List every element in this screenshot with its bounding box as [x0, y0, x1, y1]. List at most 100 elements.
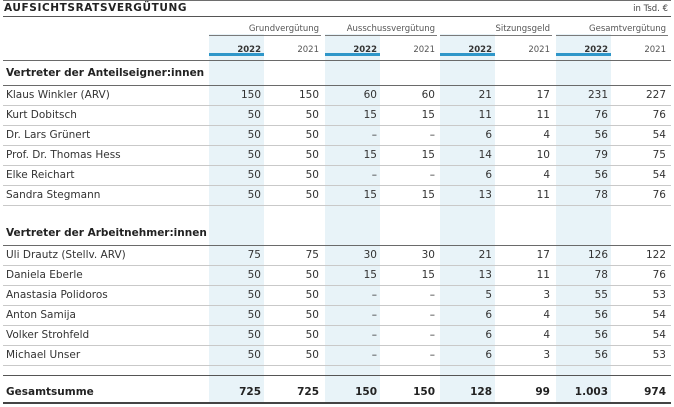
table-cell-value: 50: [247, 169, 261, 181]
total-value: 725: [239, 386, 261, 398]
table-cell-value: 50: [247, 109, 261, 121]
top-rule: [3, 0, 671, 1]
member-name: Anastasia Polidoros: [6, 289, 108, 301]
bottom-rule: [3, 402, 671, 404]
table-cell-value: 10: [536, 149, 550, 161]
row-rule: [3, 145, 671, 146]
table-cell-value: 50: [247, 349, 261, 361]
table-cell-value: 78: [594, 269, 608, 281]
row-rule: [3, 365, 671, 366]
year-header: 2021: [413, 45, 435, 55]
year-header: 2022: [584, 45, 608, 55]
table-cell-value: 4: [543, 129, 550, 141]
column-group-rule: [209, 35, 321, 36]
table-cell-value: –: [371, 289, 377, 301]
table-cell-value: 60: [421, 89, 435, 101]
row-rule: [3, 185, 671, 186]
table-cell-value: –: [429, 309, 435, 321]
column-band-2022: [440, 34, 495, 404]
table-cell-value: 50: [305, 169, 319, 181]
column-group-rule: [440, 35, 552, 36]
row-rule: [3, 305, 671, 306]
table-cell-value: 126: [587, 249, 608, 261]
table-cell-value: 21: [478, 89, 492, 101]
total-value: 150: [413, 386, 435, 398]
table-cell-value: 15: [363, 269, 377, 281]
band-accent: [440, 53, 495, 56]
table-cell-value: 4: [543, 329, 550, 341]
section-rule: [3, 85, 671, 86]
member-name: Klaus Winkler (ARV): [6, 89, 110, 101]
table-cell-value: 6: [485, 169, 492, 181]
member-name: Volker Strohfeld: [6, 329, 90, 341]
table-cell-value: 13: [478, 269, 492, 281]
table-cell-value: –: [429, 289, 435, 301]
table-cell-value: 50: [305, 309, 319, 321]
section-rule: [3, 245, 671, 246]
table-cell-value: 5: [485, 289, 492, 301]
year-header: 2022: [237, 45, 261, 55]
column-group-label: Ausschussvergütung: [346, 24, 435, 34]
table-cell-value: –: [429, 169, 435, 181]
member-name: Uli Drautz (Stellv. ARV): [6, 249, 126, 261]
table-cell-value: 50: [305, 149, 319, 161]
table-cell-value: 76: [652, 189, 666, 201]
table-cell-value: 50: [247, 269, 261, 281]
table-cell-value: 6: [485, 349, 492, 361]
total-value: 1.003: [574, 386, 608, 398]
table-cell-value: 13: [478, 189, 492, 201]
table-cell-value: 122: [645, 249, 666, 261]
table-cell-value: 78: [594, 189, 608, 201]
table-cell-value: 17: [536, 249, 550, 261]
total-value: 128: [470, 386, 492, 398]
table-cell-value: 227: [645, 89, 666, 101]
table-cell-value: 11: [536, 189, 550, 201]
section-heading: Vertreter der Anteilseigner:innen: [6, 67, 205, 79]
table-cell-value: 50: [247, 129, 261, 141]
member-name: Michael Unser: [6, 349, 81, 361]
row-rule: [3, 345, 671, 346]
table-cell-value: 76: [594, 109, 608, 121]
column-band-2022: [325, 34, 380, 404]
table-cell-value: 15: [363, 109, 377, 121]
header-rule: [3, 60, 671, 61]
column-group-rule: [325, 35, 437, 36]
table-cell-value: 6: [485, 329, 492, 341]
member-name: Dr. Lars Grünert: [6, 129, 91, 141]
table-cell-value: 75: [247, 249, 261, 261]
section-heading: Vertreter der Arbeitnehmer:innen: [6, 227, 207, 239]
band-accent: [209, 53, 264, 56]
table-cell-value: 56: [594, 349, 608, 361]
band-accent: [556, 53, 611, 56]
table-cell-value: 11: [478, 109, 492, 121]
table-cell-value: 55: [594, 289, 608, 301]
year-header: 2021: [528, 45, 550, 55]
table-cell-value: 54: [652, 309, 666, 321]
table-cell-value: 50: [247, 289, 261, 301]
table-title: AUFSICHTSRATSVERGÜTUNG: [4, 2, 188, 14]
table-cell-value: 50: [305, 109, 319, 121]
table-cell-value: 56: [594, 169, 608, 181]
column-group-label: Gesamtvergütung: [589, 24, 666, 34]
total-label: Gesamtsumme: [6, 386, 94, 398]
column-group-label: Sitzungsgeld: [495, 24, 550, 34]
row-rule: [3, 165, 671, 166]
table-cell-value: 56: [594, 309, 608, 321]
table-cell-value: 30: [363, 249, 377, 261]
table-cell-value: 3: [543, 289, 550, 301]
row-rule: [3, 205, 671, 206]
table-cell-value: –: [371, 309, 377, 321]
table-cell-value: –: [429, 329, 435, 341]
table-cell-value: 50: [305, 129, 319, 141]
table-cell-value: 75: [652, 149, 666, 161]
table-cell-value: 30: [421, 249, 435, 261]
table-cell-value: 14: [478, 149, 492, 161]
row-rule: [3, 325, 671, 326]
table-cell-value: 4: [543, 309, 550, 321]
year-header: 2021: [644, 45, 666, 55]
table-cell-value: 50: [247, 329, 261, 341]
row-rule: [3, 265, 671, 266]
member-name: Prof. Dr. Thomas Hess: [6, 149, 121, 161]
table-cell-value: 54: [652, 129, 666, 141]
table-cell-value: –: [371, 129, 377, 141]
